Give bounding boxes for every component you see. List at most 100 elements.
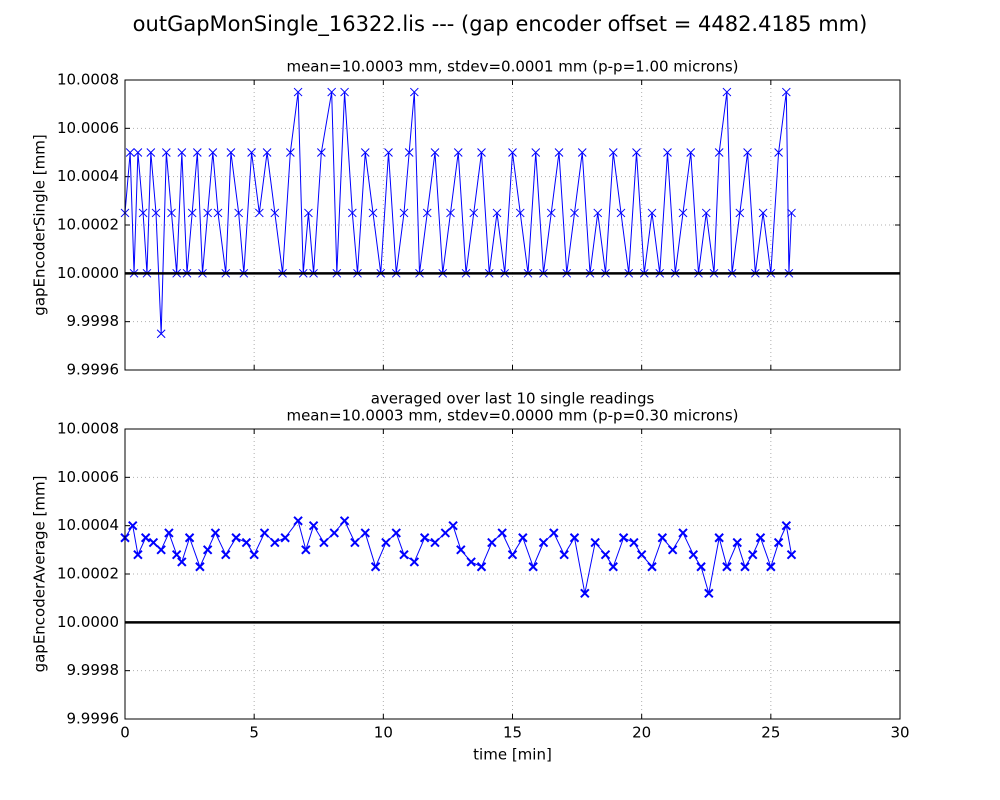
x-tick-label: 25	[761, 724, 780, 742]
y-tick-label: 10.0006	[57, 468, 119, 486]
data-point	[360, 148, 370, 157]
data-point	[774, 148, 783, 157]
x-tick-label: 15	[503, 724, 522, 742]
data-point	[518, 533, 528, 543]
data-point	[755, 533, 766, 543]
data-point	[399, 208, 409, 218]
data-point	[293, 516, 303, 526]
data-point	[657, 533, 668, 543]
data-point	[184, 533, 195, 543]
data-point	[270, 208, 280, 218]
data-point	[554, 148, 564, 157]
y-tick-label: 9.9998	[67, 661, 120, 679]
y-tick-label: 10.0002	[57, 216, 119, 234]
data-point	[546, 208, 556, 218]
x-tick-label: 30	[890, 724, 909, 742]
data-point	[430, 537, 440, 548]
x-tick-label: 10	[374, 724, 393, 742]
data-point	[616, 208, 626, 218]
data-point	[203, 208, 213, 218]
data-point	[409, 557, 420, 567]
data-point	[171, 549, 182, 560]
data-point	[304, 208, 313, 218]
x-tick-label: 5	[249, 724, 259, 742]
data-point	[773, 537, 784, 548]
data-point	[758, 208, 768, 218]
data-point	[663, 148, 672, 157]
data-point	[448, 520, 458, 531]
data-point	[399, 549, 409, 560]
data-point	[678, 528, 688, 538]
data-point	[360, 528, 370, 538]
data-point	[254, 208, 264, 218]
data-point	[580, 588, 590, 599]
data-point	[531, 148, 541, 157]
y-tick-label: 10.0000	[57, 264, 119, 282]
data-point	[381, 537, 391, 548]
data-point	[608, 148, 618, 157]
data-point	[477, 148, 486, 157]
y-tick-label: 10.0004	[57, 516, 119, 534]
data-point	[270, 537, 280, 548]
y-tick-label: 10.0008	[57, 71, 119, 89]
data-point	[151, 208, 161, 218]
data-point	[202, 545, 213, 555]
data-point	[476, 562, 487, 572]
data-point	[600, 549, 611, 560]
data-point	[221, 549, 231, 560]
data-point	[368, 208, 378, 218]
data-point	[678, 208, 688, 218]
data-point	[187, 208, 197, 218]
data-point	[148, 537, 159, 548]
data-point	[350, 537, 360, 548]
data-point	[133, 549, 143, 560]
data-point	[722, 87, 732, 97]
data-point	[549, 528, 559, 538]
data-point	[422, 208, 432, 218]
data-point	[686, 148, 696, 157]
figure-title: outGapMonSingle_16322.lis --- (gap encod…	[133, 12, 868, 37]
data-point	[308, 520, 319, 531]
data-point	[466, 557, 476, 567]
data-point	[319, 537, 329, 548]
data-point	[138, 208, 148, 218]
data-point	[590, 537, 600, 548]
data-point	[688, 549, 699, 560]
data-point	[446, 208, 455, 218]
data-point	[440, 528, 451, 538]
y-tick-label: 10.0006	[57, 119, 119, 137]
data-point	[226, 148, 236, 157]
data-point	[210, 528, 221, 538]
data-point	[743, 148, 752, 157]
data-point	[570, 208, 579, 218]
data-point	[508, 148, 517, 157]
data-point	[538, 537, 549, 548]
data-point	[430, 148, 440, 157]
data-point	[301, 545, 311, 555]
data-point	[419, 533, 430, 543]
data-point	[234, 208, 244, 218]
y-tick-label: 9.9996	[67, 361, 120, 379]
data-point	[316, 148, 326, 157]
data-point	[125, 148, 135, 157]
y-tick-label: 10.0002	[57, 565, 119, 583]
data-point	[487, 537, 497, 548]
data-point	[748, 549, 758, 560]
data-point	[285, 148, 295, 157]
data-point	[192, 148, 202, 157]
data-point	[262, 148, 272, 157]
data-point	[177, 557, 187, 567]
data-point	[740, 562, 750, 572]
data-point	[515, 208, 525, 218]
data-point	[156, 329, 166, 339]
plot-series	[120, 87, 796, 339]
data-point	[569, 533, 580, 543]
data-point	[781, 87, 791, 97]
axes-subtitle: mean=10.0003 mm, stdev=0.0000 mm (p-p=0.…	[286, 407, 738, 425]
data-point	[327, 87, 337, 97]
data-point	[370, 562, 381, 572]
data-point	[409, 87, 419, 97]
data-point	[469, 208, 479, 218]
data-point	[629, 537, 639, 548]
